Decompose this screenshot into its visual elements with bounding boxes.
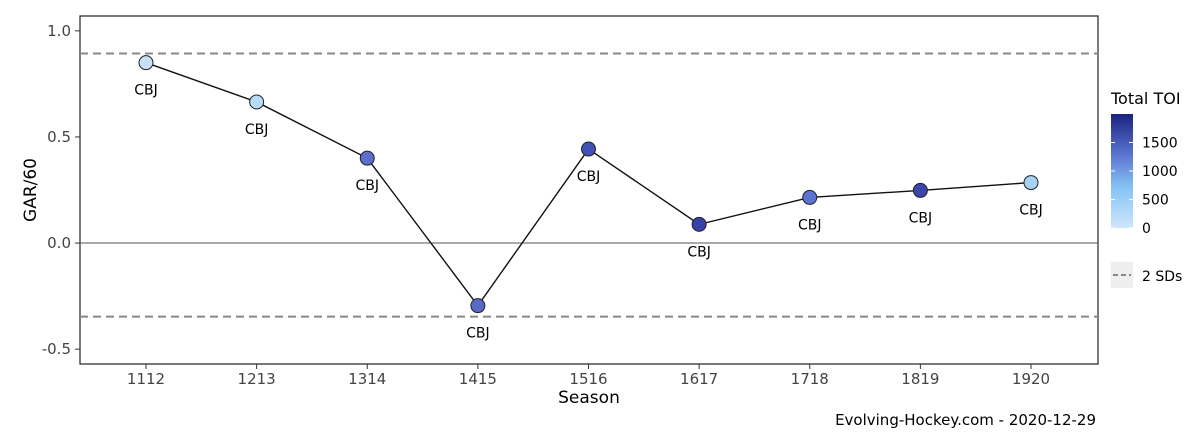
data-points: CBJ CBJ CBJ CBJ CBJ CBJ CBJ CBJ CBJ bbox=[134, 55, 1043, 342]
data-point bbox=[249, 94, 265, 110]
x-tick-label: 1213 bbox=[238, 370, 276, 388]
x-tick-label: 1516 bbox=[569, 370, 607, 388]
point-label: CBJ bbox=[687, 244, 711, 260]
colorbar bbox=[1111, 114, 1133, 228]
data-point bbox=[691, 216, 707, 232]
y-tick-label: 0.0 bbox=[47, 234, 71, 252]
data-point bbox=[470, 298, 486, 314]
colorbar-tick-label: 1500 bbox=[1142, 136, 1178, 152]
data-point bbox=[138, 55, 154, 71]
point-label: CBJ bbox=[466, 326, 490, 342]
data-point bbox=[1023, 175, 1039, 191]
y-axis-title: GAR/60 bbox=[21, 158, 41, 222]
x-tick-label: 1112 bbox=[127, 370, 165, 388]
x-tick-label: 1718 bbox=[791, 370, 829, 388]
y-axis: -0.5 0.0 0.5 1.0 bbox=[42, 22, 80, 358]
colorbar-title: Total TOI bbox=[1110, 89, 1181, 108]
plot-panel bbox=[79, 15, 1099, 365]
colorbar-ticks: 1500 1000 500 0 bbox=[1111, 136, 1178, 237]
y-tick-label: 1.0 bbox=[47, 22, 71, 40]
data-point bbox=[912, 182, 928, 198]
point-label: CBJ bbox=[909, 210, 933, 226]
point-label: CBJ bbox=[245, 122, 269, 138]
colorbar-tick-label: 0 bbox=[1142, 221, 1151, 237]
data-point bbox=[581, 141, 596, 157]
colorbar-tick-label: 1000 bbox=[1142, 164, 1178, 180]
x-axis-title: Season bbox=[558, 388, 620, 408]
y-tick-label: 0.5 bbox=[47, 128, 71, 146]
point-label: CBJ bbox=[798, 217, 822, 233]
x-tick-label: 1819 bbox=[901, 370, 939, 388]
legend: Total TOI 1500 1000 500 0 2 SDs bbox=[1110, 89, 1182, 288]
data-point bbox=[359, 150, 375, 166]
point-label: CBJ bbox=[577, 169, 601, 185]
sd-legend-label: 2 SDs bbox=[1142, 269, 1182, 285]
y-tick-label: -0.5 bbox=[42, 340, 71, 358]
colorbar-tick-label: 500 bbox=[1142, 193, 1169, 209]
x-tick-label: 1415 bbox=[459, 370, 497, 388]
x-axis: 1112 1213 1314 1415 1516 1617 1718 1819 1920 bbox=[127, 364, 1050, 388]
x-tick-label: 1920 bbox=[1012, 370, 1050, 388]
x-tick-label: 1314 bbox=[348, 370, 386, 388]
data-point bbox=[802, 189, 818, 205]
point-label: CBJ bbox=[355, 178, 379, 194]
point-label: CBJ bbox=[1019, 203, 1043, 219]
x-tick-label: 1617 bbox=[680, 370, 718, 388]
point-label: CBJ bbox=[134, 83, 158, 99]
caption: Evolving-Hockey.com - 2020-12-29 bbox=[835, 411, 1096, 429]
